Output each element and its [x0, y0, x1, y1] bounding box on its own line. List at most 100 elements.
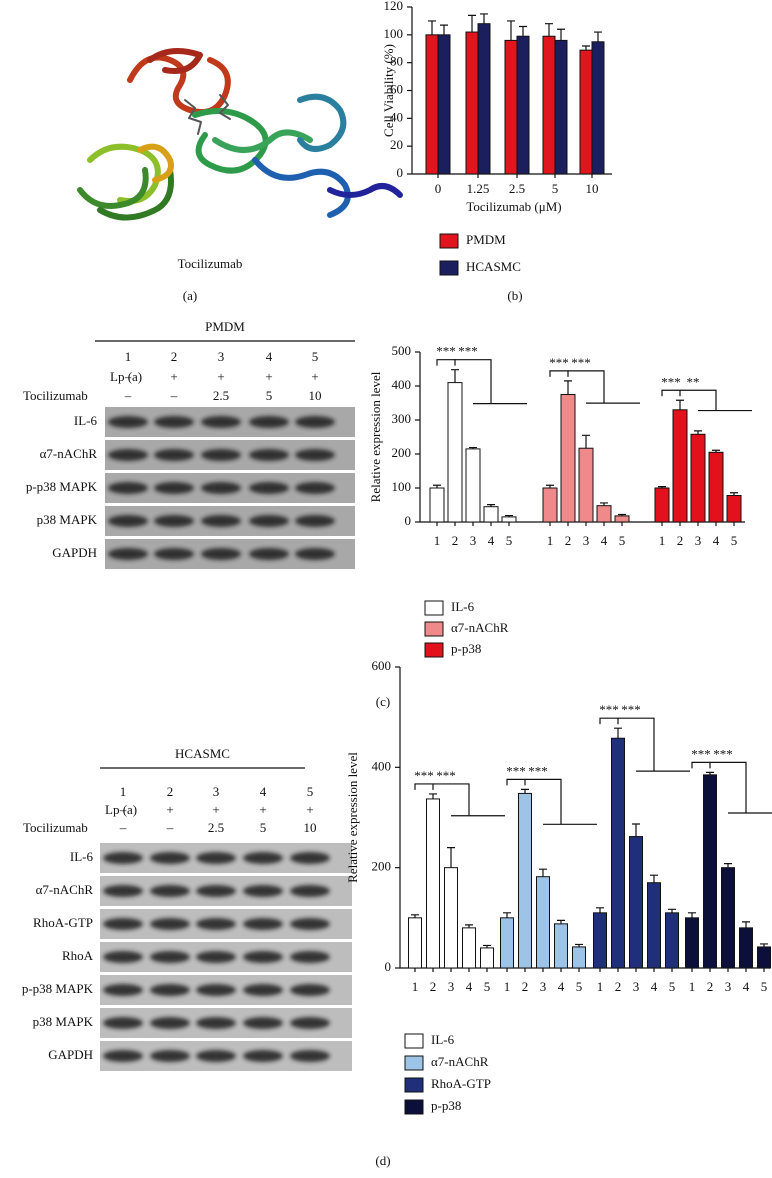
bar — [672, 409, 688, 523]
blot-band — [108, 449, 148, 461]
legend-label: HCASMC — [466, 259, 521, 274]
bar — [591, 41, 605, 175]
error-bar — [440, 24, 448, 35]
error-bar — [521, 788, 529, 794]
treatment-value: 10 — [309, 388, 322, 403]
x-tick-label: 4 — [743, 979, 750, 994]
x-tick-label: 2.5 — [509, 181, 525, 196]
x-tick-label: 2 — [707, 979, 714, 994]
legend-label: α7-nAChR — [451, 620, 509, 635]
error-bar — [706, 771, 714, 775]
blot-band — [103, 918, 143, 930]
bar — [554, 923, 568, 969]
blot-band — [196, 918, 236, 930]
y-tick-label: 200 — [392, 445, 412, 460]
bar — [708, 451, 724, 523]
blot-band — [243, 984, 283, 996]
treatment-value: – — [166, 820, 174, 835]
blot-band — [243, 1017, 283, 1029]
error-bar — [505, 514, 513, 517]
error-bar — [503, 912, 511, 918]
blot-band — [103, 951, 143, 963]
bar — [501, 516, 517, 523]
error-bar — [507, 20, 515, 41]
protein-label: p-p38 MAPK — [26, 479, 98, 494]
bar — [654, 487, 670, 523]
y-tick-label: 400 — [372, 758, 392, 773]
significance-bracket — [568, 370, 640, 404]
x-tick-label: 1 — [504, 979, 511, 994]
bar — [437, 34, 451, 175]
legend-label: PMDM — [466, 232, 506, 247]
y-tick-label: 120 — [384, 0, 404, 13]
blot-band — [243, 885, 283, 897]
significance-label: *** — [458, 344, 478, 359]
bar — [542, 487, 558, 523]
x-axis-label: Tocilizumab (μM) — [466, 199, 561, 214]
error-bar — [694, 430, 702, 435]
blot-title: HCASMC — [175, 746, 230, 761]
x-tick-label: 2 — [677, 533, 684, 548]
protein-label: GAPDH — [48, 1047, 93, 1062]
legend-label: RhoA-GTP — [431, 1076, 491, 1091]
bar — [536, 876, 550, 969]
x-tick-label: 5 — [576, 979, 583, 994]
blot-band — [243, 1050, 283, 1062]
bar — [726, 494, 742, 523]
error-bar — [658, 486, 666, 488]
legend-label: IL-6 — [451, 599, 475, 614]
blot-band — [103, 885, 143, 897]
blot-band — [243, 852, 283, 864]
protein-label: IL-6 — [70, 849, 94, 864]
blot-band — [290, 1017, 330, 1029]
x-tick-label: 1 — [547, 533, 554, 548]
blot-band — [201, 416, 241, 428]
blot-band — [290, 984, 330, 996]
bar — [578, 447, 594, 523]
significance-bracket — [599, 717, 619, 725]
blot-band — [196, 951, 236, 963]
blot-band — [249, 548, 289, 560]
blot-band — [154, 449, 194, 461]
error-bar — [411, 914, 419, 918]
bar — [462, 927, 476, 969]
treatment-value: 2.5 — [208, 820, 224, 835]
blot-band — [290, 1050, 330, 1062]
error-bar — [760, 943, 768, 947]
error-bar — [688, 912, 696, 918]
y-axis-label: Relative expression level — [345, 752, 360, 883]
blot-band — [150, 918, 190, 930]
treatment-value: + — [217, 369, 224, 384]
y-tick-label: 80 — [390, 54, 403, 69]
legend-swatch — [424, 642, 444, 658]
x-tick-label: 2 — [452, 533, 459, 548]
lane-label: 1 — [120, 784, 127, 799]
blot-band — [201, 449, 241, 461]
lane-label: 1 — [125, 349, 132, 364]
blot-band — [150, 852, 190, 864]
blot-band — [201, 515, 241, 527]
lane-label: 3 — [213, 784, 220, 799]
significance-label: *** — [414, 768, 434, 783]
significance-label: *** — [661, 374, 681, 389]
protein-label: p38 MAPK — [37, 512, 98, 527]
y-tick-label: 100 — [384, 26, 404, 41]
error-bar — [545, 23, 553, 37]
x-tick-label: 3 — [633, 979, 640, 994]
significance-bracket — [506, 778, 526, 786]
legend-label: α7-nAChR — [431, 1054, 489, 1069]
bar — [504, 39, 518, 175]
blot-band — [103, 852, 143, 864]
y-tick-label: 0 — [405, 513, 412, 528]
y-tick-label: 500 — [392, 343, 412, 358]
treatment-value: 2.5 — [213, 388, 229, 403]
legend-swatch — [439, 233, 459, 249]
blot-band — [290, 918, 330, 930]
error-bar — [480, 13, 488, 24]
blot-band — [196, 1017, 236, 1029]
x-tick-label: 2 — [522, 979, 529, 994]
legend-swatch — [424, 621, 444, 637]
bar — [647, 882, 661, 969]
legend-swatch — [404, 1099, 424, 1115]
